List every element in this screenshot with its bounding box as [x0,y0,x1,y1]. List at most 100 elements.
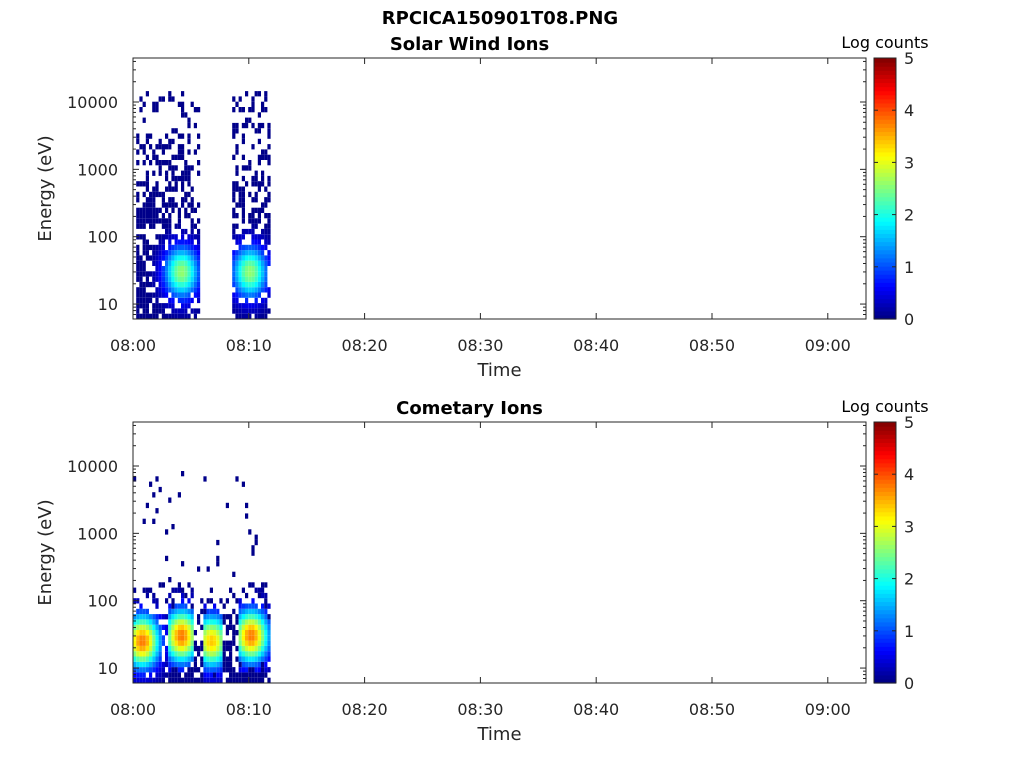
heat-cell [267,260,271,266]
heat-cell [261,582,265,588]
heat-cell [190,287,194,293]
heat-cell [181,239,185,245]
heat-cell [145,255,149,261]
heat-cell [133,619,137,625]
heat-cell [209,630,213,636]
heat-cell [254,614,258,620]
heat-cell [251,292,255,298]
heat-cell [181,292,185,298]
heatmap-cells [133,471,271,683]
heat-cell [238,630,242,636]
heat-cell [145,587,149,593]
heat-cell [229,677,233,683]
heat-cell [161,661,165,668]
heat-cell [136,667,140,673]
colorbar-step [874,257,896,263]
heat-cell [171,281,175,288]
heat-cell [206,661,210,668]
colorbar-step [874,638,896,643]
heat-cell [209,677,213,683]
heat-cell [251,218,255,224]
heat-cell [181,645,185,652]
heat-cell [248,165,252,171]
heat-cell [267,128,271,134]
heat-cell [190,281,194,288]
heat-cell [251,661,255,668]
heat-cell [181,656,185,662]
colorbar-step [874,475,896,480]
heat-cell [257,112,261,118]
heat-cell [251,656,255,662]
heat-cell [190,202,194,208]
heat-cell [241,266,245,272]
heat-cell [152,518,156,524]
heat-cell [241,281,245,288]
heat-cell [177,175,181,182]
heat-cell [161,213,165,219]
heat-cell [155,476,159,482]
heat-cell [174,587,178,593]
heat-cell [158,614,162,620]
colorbar-tick-label: 0 [904,674,914,693]
heat-cell [203,640,207,646]
heat-cell [232,96,236,102]
heat-cell [254,191,258,198]
heat-cell [232,303,236,309]
heat-cell [190,250,194,256]
heat-cell [155,144,159,150]
heat-cell [133,677,137,683]
heat-cell [248,651,252,657]
colorbar-tick-label: 1 [904,258,914,277]
heat-cell [184,250,188,256]
heat-cell [190,223,194,229]
heat-cell [248,661,252,668]
heat-cell [261,645,265,652]
heat-cell [193,630,197,636]
y-tick-label: 1000 [77,524,118,543]
heat-cell [155,656,159,662]
heat-cell [136,266,140,272]
heat-cell [190,587,194,593]
heat-cell [238,260,242,266]
heat-cell [142,667,146,673]
heat-cell [149,297,153,304]
heat-cell [251,630,255,636]
heat-cell [168,266,172,272]
heat-cell [257,239,261,245]
colorbar-step [874,192,896,198]
heat-cell [145,186,149,192]
heat-cell [174,202,178,208]
colorbar-step [874,617,896,623]
heat-cell [152,619,156,625]
heat-cell [254,313,258,319]
heat-cell [245,619,249,625]
heat-cell [193,122,197,129]
heat-cell [193,667,197,673]
heat-cell [225,630,229,636]
heat-cell [235,476,239,482]
heat-cell [209,667,213,673]
heat-cell [264,223,268,229]
heat-cell [261,234,265,240]
heat-cell [161,614,165,620]
heat-cell [142,223,146,229]
heat-cell [145,677,149,683]
heat-cell [145,244,149,251]
heat-cell [139,271,143,277]
heat-cell [184,630,188,636]
heat-cell [171,645,175,652]
heat-cell [193,244,197,251]
heat-cell [232,154,236,160]
heat-cell [165,202,169,208]
colorbar-step [874,151,896,157]
heat-cell [145,619,149,625]
heat-cell [136,149,140,155]
heat-cell [168,202,172,208]
colorbar-step [874,540,896,545]
heat-cell [165,260,169,266]
heat-cell [193,149,197,155]
heat-cell [267,160,271,166]
heat-cell [165,266,169,272]
heat-cell [187,165,191,171]
heat-cell [177,492,181,498]
